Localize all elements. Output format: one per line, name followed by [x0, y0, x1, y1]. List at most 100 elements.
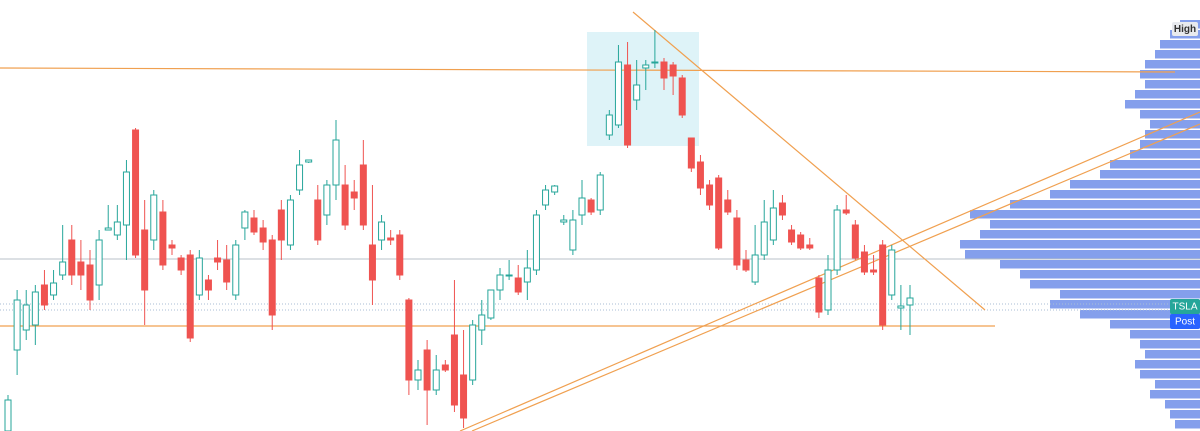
- candle-body: [368, 244, 376, 281]
- profile-bar: [990, 220, 1200, 229]
- candle-body: [551, 185, 559, 193]
- candle-body: [314, 199, 322, 241]
- profile-bar: [1140, 110, 1200, 119]
- candle-body: [323, 184, 331, 216]
- candle-body: [596, 174, 604, 211]
- candle-body: [132, 129, 140, 256]
- profile-bar: [1150, 120, 1200, 129]
- candle-body: [751, 254, 759, 283]
- profile-bar: [1135, 90, 1200, 99]
- profile-bar: [1000, 260, 1200, 269]
- profile-bar: [1145, 80, 1200, 89]
- candle-body: [505, 274, 513, 277]
- candle-body: [414, 369, 422, 381]
- candle-body: [897, 305, 905, 309]
- candle-body: [569, 219, 577, 251]
- symbol-badge: [1170, 299, 1200, 314]
- candle-body: [341, 184, 349, 226]
- candle-body: [578, 197, 586, 216]
- drawings: [0, 11, 1200, 431]
- profile-bar: [1050, 190, 1200, 199]
- profile-bar: [1170, 410, 1200, 419]
- candle-body: [696, 161, 704, 189]
- candle-body: [286, 199, 294, 246]
- candle-body: [50, 282, 58, 296]
- candle-body: [396, 234, 404, 276]
- candle-body: [232, 244, 240, 296]
- profile-bar: [980, 230, 1200, 239]
- candle-body: [660, 61, 668, 79]
- profile-bar: [965, 250, 1200, 259]
- candle-body: [733, 217, 741, 266]
- profile-bar: [1135, 360, 1200, 369]
- candle-body: [642, 64, 650, 69]
- profile-bar: [1140, 140, 1200, 149]
- candle-body: [441, 364, 449, 371]
- candle-body: [587, 199, 595, 213]
- session-label: Post: [1175, 317, 1195, 328]
- candle-body: [824, 269, 832, 311]
- profile-bar: [1155, 380, 1200, 389]
- profile-bar: [1145, 350, 1200, 359]
- candle-body: [687, 137, 695, 169]
- candle-body: [13, 299, 21, 351]
- candle-body: [113, 221, 121, 236]
- profile-bar: [1160, 40, 1200, 49]
- candle-body: [469, 324, 477, 381]
- candle-body: [150, 194, 158, 241]
- candle-body: [359, 164, 367, 226]
- candle-body: [77, 261, 85, 276]
- candle-body: [277, 209, 285, 241]
- profile-bar: [1070, 180, 1200, 189]
- candle-body: [760, 221, 768, 256]
- candle-body: [742, 259, 750, 271]
- candle-body: [888, 249, 896, 296]
- candle-body: [605, 114, 613, 136]
- candle-body: [788, 229, 796, 243]
- profile-bar: [1150, 390, 1200, 399]
- horizontal-level: [0, 67, 1176, 73]
- profile-bar: [1140, 370, 1200, 379]
- volume-profile: [960, 20, 1200, 429]
- candle-body: [259, 227, 267, 243]
- profile-bar: [1110, 320, 1200, 329]
- candle-body: [624, 64, 632, 146]
- candle-body: [296, 164, 304, 191]
- candle-body: [450, 334, 458, 406]
- candle-body: [633, 84, 641, 101]
- profile-bar: [1140, 340, 1200, 349]
- profile-bar: [1145, 60, 1200, 69]
- candle-body: [159, 211, 167, 266]
- candle-body: [223, 259, 231, 283]
- candle-body: [815, 277, 823, 313]
- candle-body: [487, 289, 495, 319]
- candle-body: [797, 234, 805, 249]
- candle-body: [95, 239, 103, 286]
- candle-body: [460, 374, 468, 419]
- candle-body: [769, 207, 777, 241]
- candle-body: [141, 229, 149, 291]
- trend-line: [632, 11, 986, 311]
- candles: [4, 30, 914, 431]
- candle-body: [332, 139, 340, 186]
- candle-body: [378, 221, 386, 241]
- candle-body: [860, 251, 868, 273]
- profile-bar: [1125, 100, 1200, 109]
- candle-body: [678, 77, 686, 116]
- candle-body: [31, 291, 39, 326]
- symbol-label: TSLA: [1172, 302, 1197, 313]
- candle-body: [432, 369, 440, 391]
- trend-line: [471, 123, 1200, 431]
- candle-body: [496, 274, 504, 291]
- profile-bar: [1155, 50, 1200, 59]
- candle-body: [214, 257, 222, 263]
- high-label: High: [1174, 24, 1196, 35]
- profile-bar: [1165, 400, 1200, 409]
- candle-body: [851, 224, 859, 259]
- profile-bar: [970, 210, 1200, 219]
- candle-body: [350, 191, 358, 199]
- candle-body: [614, 61, 622, 126]
- candle-body: [4, 399, 12, 431]
- profile-bar: [1130, 330, 1200, 339]
